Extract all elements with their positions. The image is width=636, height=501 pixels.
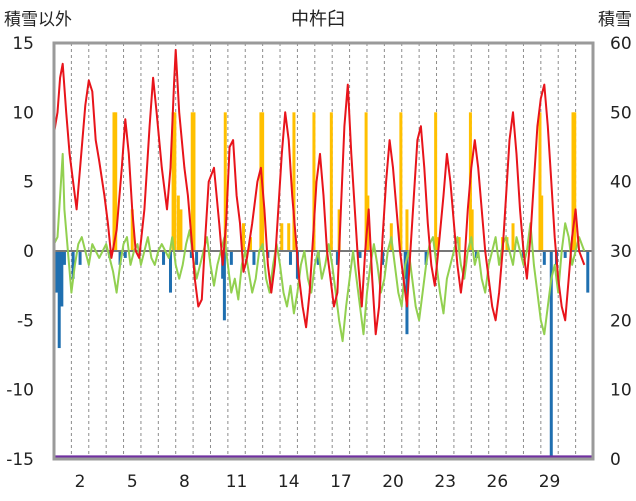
precipitation-bar [189,251,193,258]
snowfall-bar [405,209,409,251]
precipitation-bar [55,251,59,293]
x-tick-label: 20 [382,472,404,492]
snowfall-bar [329,112,333,251]
left-tick-label: 0 [23,242,34,262]
snowfall-bar [223,112,227,251]
snowfall-bar [573,112,577,251]
precipitation-bar [162,251,166,265]
precipitation-bar [57,251,61,349]
x-tick-label: 26 [487,472,509,492]
precipitation-bar [288,251,292,265]
snowfall-bar [435,237,439,251]
x-tick-label: 8 [179,472,190,492]
precipitation-bar [252,251,256,265]
right-tick-label: 40 [610,173,632,193]
right-tick-label: 0 [610,450,621,470]
snowfall-bar [287,223,291,251]
precipitation-bar [168,251,172,293]
snowfall-bar [114,112,118,251]
snowfall-bar [470,209,474,251]
precipitation-bar [195,251,199,265]
right-axis-ticks: 60 50 40 30 20 10 0 [610,34,632,470]
snowfall-bar [538,112,542,251]
precipitation-bar [586,251,590,293]
snowfall-bar [292,112,296,251]
precipitation-bar [118,251,122,265]
right-tick-label: 60 [610,34,632,54]
precipitation-bar [335,251,339,265]
precipitation-bar [62,251,66,265]
snowfall-bar [399,112,403,251]
right-tick-label: 50 [610,103,632,123]
left-axis-ticks: 15 10 5 0 -5 -10 -15 [6,34,34,470]
precipitation-bar [542,251,546,265]
right-axis-label: 積雪 [598,10,632,30]
snowfall-bar [242,223,246,251]
precipitation-bar [71,251,75,279]
plot-frame [52,41,595,461]
precipitation-bar [222,251,226,321]
x-tick-label: 5 [127,472,138,492]
x-tick-label: 23 [434,472,456,492]
snowfall-bar [179,209,183,251]
snowfall-bar [540,195,544,251]
snowfall-bar [571,112,575,251]
temperature-line [53,48,586,336]
x-tick-label: 29 [539,472,561,492]
right-tick-label: 10 [610,381,632,401]
left-tick-label: 10 [12,103,34,123]
right-tick-label: 20 [610,311,632,331]
precipitation-bar [78,251,82,265]
left-tick-label: -15 [6,450,34,470]
snowfall-bar [280,223,284,251]
chart-title: 中杵臼 [291,9,345,30]
x-tick-label: 14 [278,472,300,492]
precipitation-bar [229,251,233,265]
x-axis-ticks: 2 5 8 11 14 17 20 23 26 29 [75,472,561,492]
snowfall-bar [511,223,515,251]
snowfall-bar [112,112,116,251]
snowfall-bar [176,195,180,251]
snowfall-bar [130,209,134,251]
precipitation-bar [424,251,428,265]
precipitation-bar [123,251,127,258]
snowfall-bar [171,112,175,251]
precipitation-bar [358,251,362,258]
snowfall-bar [312,112,316,251]
snowfall-bar [173,112,177,251]
left-tick-label: -10 [6,381,34,401]
snowfall-bar [248,237,252,251]
snowfall-bar [364,112,368,251]
snowfall-bar [190,112,194,251]
precipitation-bar [381,251,385,265]
snowfall-bar [434,112,438,251]
left-tick-label: -5 [17,311,34,331]
precipitation-bar [563,251,567,258]
x-tick-label: 17 [330,472,352,492]
frame-border [52,41,595,461]
precipitation-bar [549,251,553,459]
x-tick-label: 11 [226,472,248,492]
left-tick-label: 5 [23,173,34,193]
snowfall-bar [259,112,263,251]
left-axis-label: 積雪以外 [4,10,72,30]
left-tick-label: 15 [12,34,34,54]
series-lines [53,48,593,459]
x-tick-label: 2 [75,472,86,492]
right-tick-label: 30 [610,242,632,262]
snowfall-bar [192,112,196,251]
precipitation-bar [60,251,64,307]
